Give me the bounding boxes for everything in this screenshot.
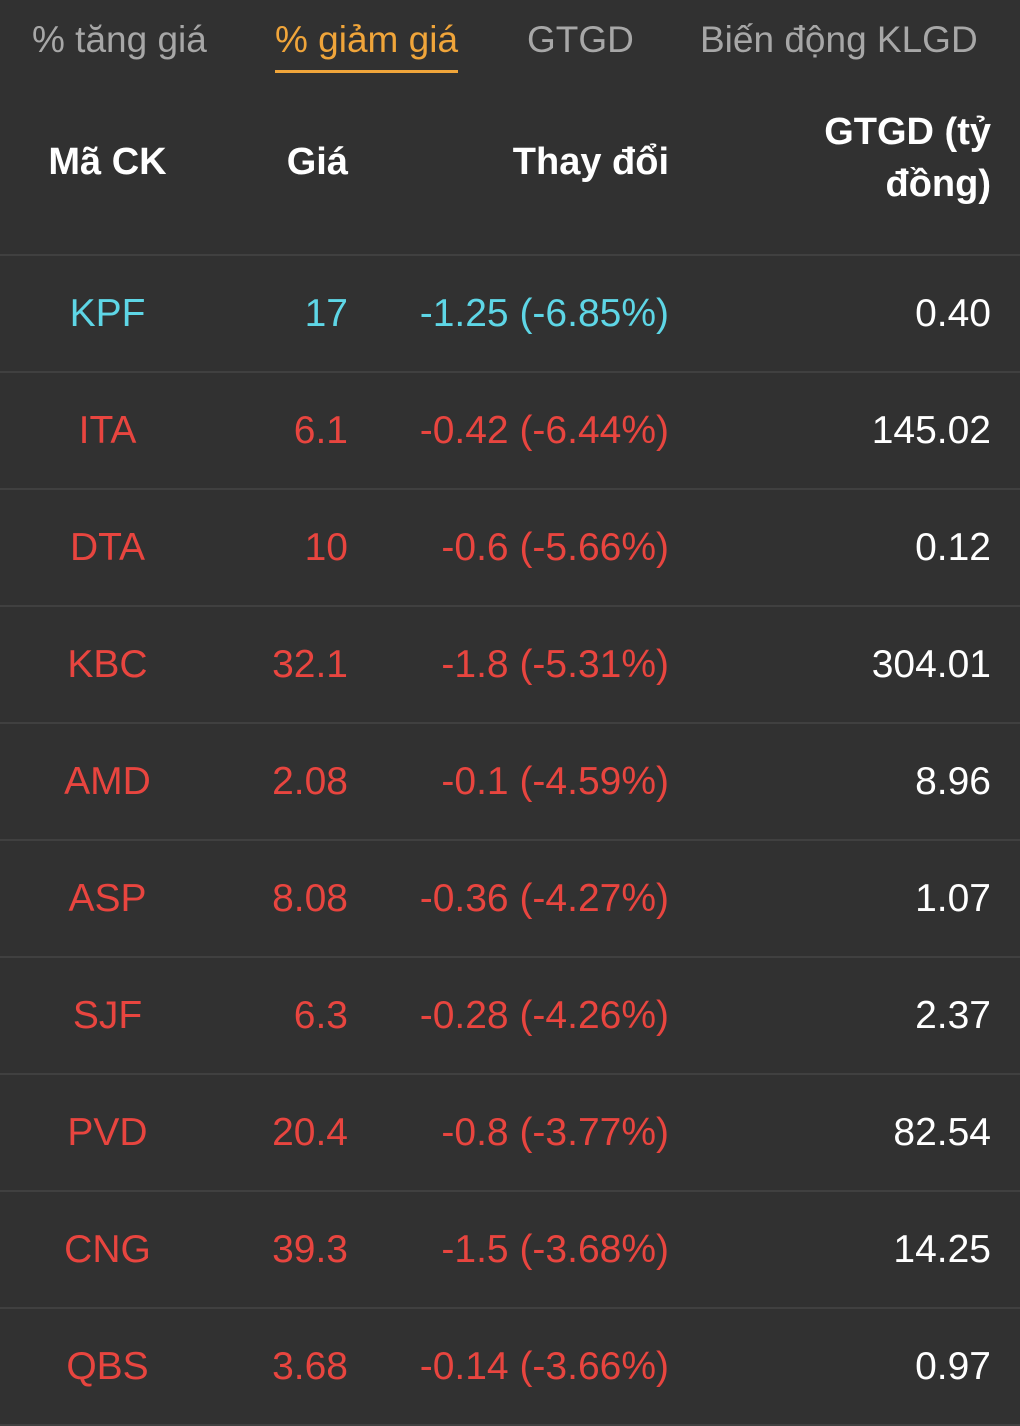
price-change: -0.14 (-3.66%) — [419, 1345, 669, 1388]
table-row[interactable]: PVD 20.4 -0.8 (-3.77%) 82.54 — [0, 1075, 1020, 1192]
stock-symbol[interactable]: KPF — [69, 292, 146, 335]
stock-symbol[interactable]: QBS — [66, 1345, 149, 1388]
stock-price: 17 — [304, 292, 348, 335]
column-header-change[interactable]: Thay đổi — [512, 141, 669, 183]
price-change: -1.5 (-3.68%) — [441, 1228, 669, 1271]
trading-value: 0.97 — [915, 1345, 991, 1388]
stock-price: 2.08 — [272, 760, 348, 803]
stock-symbol[interactable]: CNG — [64, 1228, 151, 1271]
price-change: -0.6 (-5.66%) — [441, 526, 669, 569]
stock-symbol[interactable]: PVD — [67, 1111, 148, 1154]
stock-symbol[interactable]: ITA — [78, 409, 137, 452]
stock-price: 6.1 — [293, 409, 348, 452]
table-row[interactable]: QBS 3.68 -0.14 (-3.66%) 0.97 — [0, 1309, 1020, 1426]
price-change: -1.8 (-5.31%) — [441, 643, 669, 686]
table-row[interactable]: AMD 2.08 -0.1 (-4.59%) 8.96 — [0, 724, 1020, 841]
price-change: -0.1 (-4.59%) — [441, 760, 669, 803]
table-row[interactable]: SJF 6.3 -0.28 (-4.26%) 2.37 — [0, 958, 1020, 1075]
table-body: KPF 17 -1.25 (-6.85%) 0.40 ITA 6.1 -0.42 (-6.4… — [0, 256, 1020, 1426]
stock-price: 3.68 — [272, 1345, 348, 1388]
tab-price-decrease[interactable]: % giảm giá — [275, 18, 459, 73]
price-change: -1.25 (-6.85%) — [419, 292, 669, 335]
trading-value: 1.07 — [915, 877, 991, 920]
price-change: -0.8 (-3.77%) — [441, 1111, 669, 1154]
stock-symbol[interactable]: DTA — [69, 526, 146, 569]
stock-price: 39.3 — [272, 1228, 348, 1271]
stock-symbol[interactable]: KBC — [67, 643, 148, 686]
stock-symbol[interactable]: SJF — [72, 994, 143, 1037]
column-header-value[interactable]: GTGD (tỷ đồng) — [824, 111, 991, 205]
column-header-symbol[interactable]: Mã CK — [48, 141, 167, 183]
stock-price: 20.4 — [272, 1111, 348, 1154]
stock-symbol[interactable]: AMD — [64, 760, 151, 803]
stock-symbol[interactable]: ASP — [68, 877, 147, 920]
tab-price-increase[interactable]: % tăng giá — [32, 19, 207, 60]
trading-value: 304.01 — [871, 643, 991, 686]
column-header-price[interactable]: Giá — [286, 141, 348, 183]
stock-price: 8.08 — [272, 877, 348, 920]
tab-trading-value[interactable]: GTGD — [527, 19, 634, 60]
stock-table: Mã CK Giá Thay đổi GTGD (tỷ đồng) KPF 17 -… — [0, 86, 1020, 1426]
table-row[interactable]: KBC 32.1 -1.8 (-5.31%) 304.01 — [0, 607, 1020, 724]
table-header: Mã CK Giá Thay đổi GTGD (tỷ đồng) — [0, 86, 1020, 256]
price-change: -0.28 (-4.26%) — [419, 994, 669, 1037]
stock-price: 32.1 — [272, 643, 348, 686]
table-row[interactable]: KPF 17 -1.25 (-6.85%) 0.40 — [0, 256, 1020, 373]
table-row[interactable]: ASP 8.08 -0.36 (-4.27%) 1.07 — [0, 841, 1020, 958]
trading-value: 82.54 — [893, 1111, 991, 1154]
price-change: -0.42 (-6.44%) — [419, 409, 669, 452]
table-row[interactable]: ITA 6.1 -0.42 (-6.44%) 145.02 — [0, 373, 1020, 490]
stock-price: 6.3 — [293, 994, 348, 1037]
trading-value: 8.96 — [915, 760, 991, 803]
trading-value: 14.25 — [893, 1228, 991, 1271]
trading-value: 0.40 — [915, 292, 991, 335]
stock-price: 10 — [304, 526, 348, 569]
trading-value: 145.02 — [871, 409, 991, 452]
tab-bar: % tăng giá % giảm giá GTGD Biến động KLG… — [0, 0, 1020, 86]
trading-value: 2.37 — [915, 994, 991, 1037]
table-row[interactable]: DTA 10 -0.6 (-5.66%) 0.12 — [0, 490, 1020, 607]
price-change: -0.36 (-4.27%) — [419, 877, 669, 920]
tab-volume-change[interactable]: Biến động KLGD — [700, 19, 978, 60]
table-row[interactable]: CNG 39.3 -1.5 (-3.68%) 14.25 — [0, 1192, 1020, 1309]
trading-value: 0.12 — [915, 526, 991, 569]
